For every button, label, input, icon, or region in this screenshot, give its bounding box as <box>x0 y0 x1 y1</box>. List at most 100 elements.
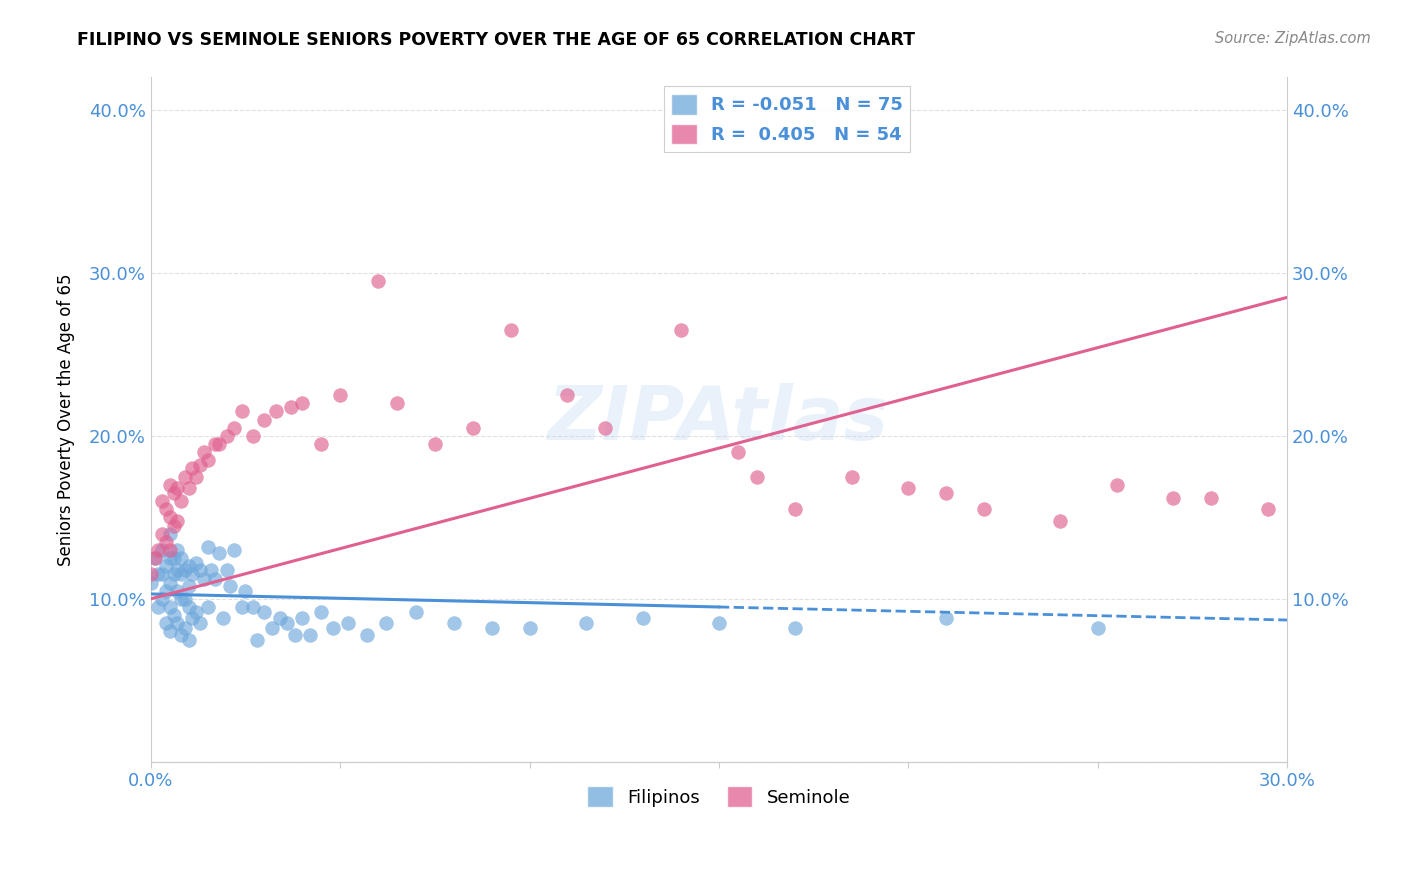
Point <box>499 323 522 337</box>
Point <box>181 611 204 625</box>
Point <box>322 621 344 635</box>
Point <box>186 556 208 570</box>
Y-axis label: Seniors Poverty Over the Age of 65: Seniors Poverty Over the Age of 65 <box>58 273 75 566</box>
Point <box>148 567 170 582</box>
Point <box>170 591 193 606</box>
Point <box>166 514 188 528</box>
Point <box>935 611 957 625</box>
Point <box>385 396 408 410</box>
Point <box>575 616 598 631</box>
Point <box>783 621 806 635</box>
Point <box>188 458 211 473</box>
Point <box>170 567 193 582</box>
Point <box>242 429 264 443</box>
Point <box>162 518 184 533</box>
Point <box>162 567 184 582</box>
Point <box>1049 514 1071 528</box>
Point <box>181 567 204 582</box>
Point <box>159 624 181 639</box>
Point <box>208 437 231 451</box>
Point <box>162 608 184 623</box>
Point <box>269 611 291 625</box>
Point <box>260 621 283 635</box>
Point <box>174 621 197 635</box>
Point <box>143 551 166 566</box>
Point <box>170 551 193 566</box>
Point <box>1105 477 1128 491</box>
Point <box>150 494 173 508</box>
Point <box>174 591 197 606</box>
Point <box>253 605 276 619</box>
Point <box>935 486 957 500</box>
Point <box>166 481 188 495</box>
Point <box>264 404 287 418</box>
Point <box>461 421 484 435</box>
Point <box>519 621 541 635</box>
Point <box>707 616 730 631</box>
Point <box>246 632 269 647</box>
Text: ZIPAtlas: ZIPAtlas <box>548 383 890 456</box>
Point <box>148 599 170 614</box>
Point <box>166 616 188 631</box>
Point <box>139 575 162 590</box>
Point <box>367 274 389 288</box>
Point <box>374 616 396 631</box>
Point <box>193 572 215 586</box>
Point <box>1257 502 1279 516</box>
Point <box>231 599 253 614</box>
Point <box>557 388 579 402</box>
Text: FILIPINO VS SEMINOLE SENIORS POVERTY OVER THE AGE OF 65 CORRELATION CHART: FILIPINO VS SEMINOLE SENIORS POVERTY OVE… <box>77 31 915 49</box>
Point <box>150 543 173 558</box>
Point <box>162 486 184 500</box>
Point <box>150 526 173 541</box>
Point <box>211 611 233 625</box>
Point <box>1087 621 1109 635</box>
Point <box>284 628 307 642</box>
Point <box>159 543 181 558</box>
Point <box>177 559 200 574</box>
Point <box>309 605 332 619</box>
Point <box>155 583 177 598</box>
Point <box>280 400 302 414</box>
Text: Source: ZipAtlas.com: Source: ZipAtlas.com <box>1215 31 1371 46</box>
Point <box>188 616 211 631</box>
Point <box>177 599 200 614</box>
Point <box>159 575 181 590</box>
Point <box>177 481 200 495</box>
Point <box>174 562 197 576</box>
Point <box>188 562 211 576</box>
Point <box>973 502 995 516</box>
Point <box>177 579 200 593</box>
Point <box>166 583 188 598</box>
Point <box>197 453 219 467</box>
Point <box>208 546 231 560</box>
Point <box>595 421 617 435</box>
Point <box>291 396 314 410</box>
Point <box>159 599 181 614</box>
Point <box>841 469 863 483</box>
Point <box>215 429 238 443</box>
Point <box>186 469 208 483</box>
Point <box>200 562 222 576</box>
Point <box>155 616 177 631</box>
Point <box>309 437 332 451</box>
Point <box>193 445 215 459</box>
Point <box>276 616 298 631</box>
Point <box>204 572 226 586</box>
Point <box>423 437 446 451</box>
Point <box>298 628 321 642</box>
Point <box>159 526 181 541</box>
Point <box>291 611 314 625</box>
Point <box>231 404 253 418</box>
Point <box>139 567 162 582</box>
Point <box>215 562 238 576</box>
Point <box>162 551 184 566</box>
Point <box>150 567 173 582</box>
Point <box>155 534 177 549</box>
Point <box>148 543 170 558</box>
Legend: Filipinos, Seminole: Filipinos, Seminole <box>581 779 858 814</box>
Point <box>745 469 768 483</box>
Point <box>159 477 181 491</box>
Point <box>1163 491 1185 505</box>
Point <box>166 543 188 558</box>
